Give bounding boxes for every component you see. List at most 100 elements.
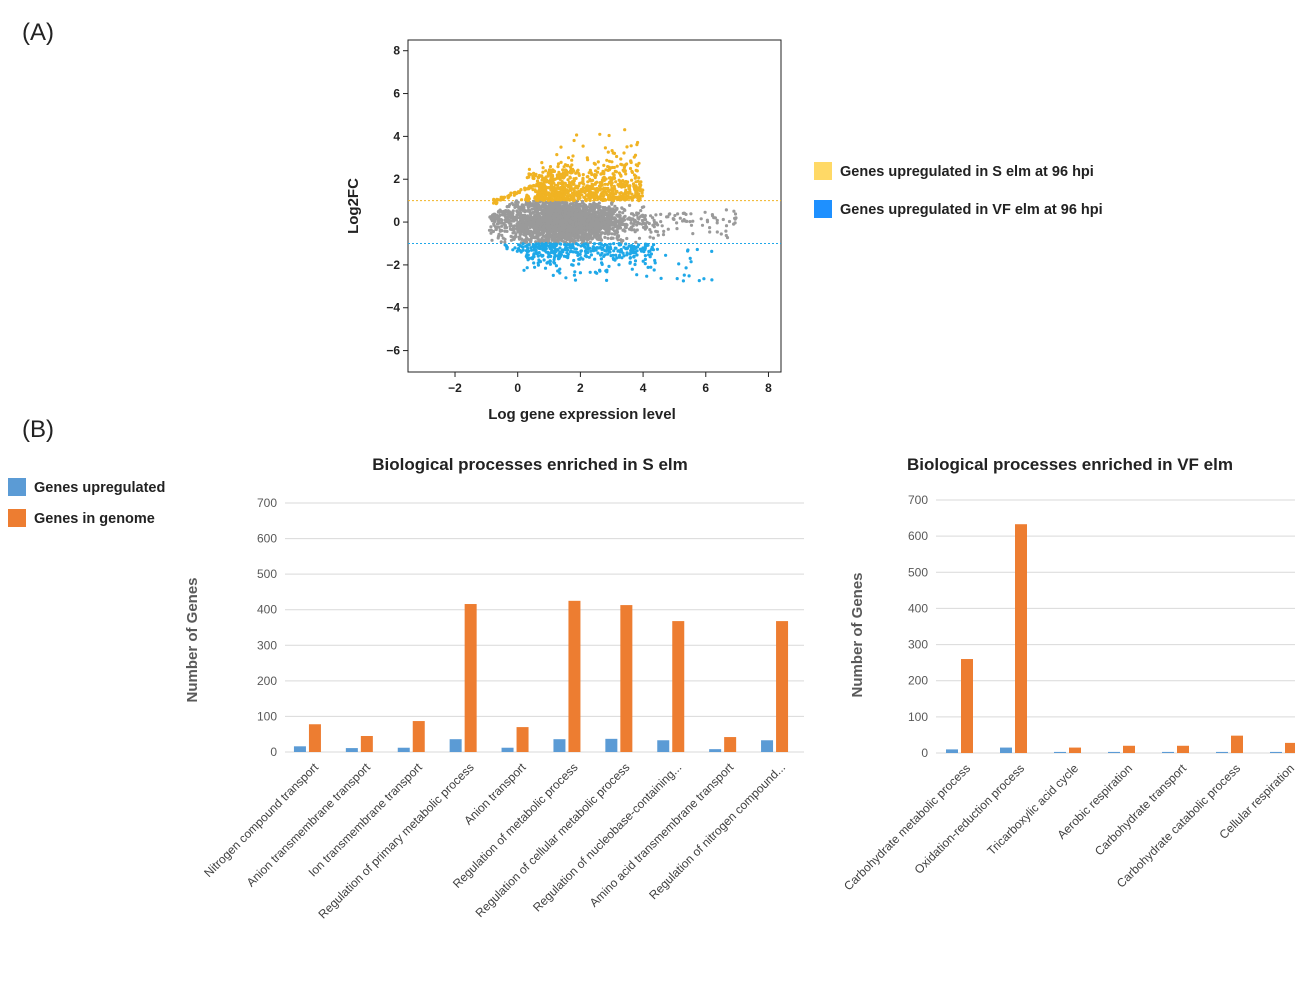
ma-point-down — [533, 265, 537, 269]
ma-point-down — [541, 242, 545, 246]
ma-point-down — [557, 255, 562, 259]
ma-point-down — [597, 246, 601, 250]
ma-point-down — [650, 245, 654, 249]
ma-point-neutral — [550, 225, 554, 229]
ma-point-neutral — [500, 229, 504, 233]
ma-point-down — [635, 273, 639, 277]
ma-point-down — [535, 245, 539, 249]
ma-point-up — [556, 196, 560, 200]
ma-point-neutral — [620, 206, 624, 210]
ma-point-neutral — [585, 211, 589, 215]
ma-point-neutral — [616, 214, 620, 218]
ma-point-neutral — [546, 233, 550, 237]
ma-point-neutral — [733, 212, 738, 216]
ma-point-down — [578, 252, 582, 256]
ma-point-down — [643, 262, 647, 266]
ma-point-neutral — [489, 225, 493, 229]
ma-point-neutral — [519, 216, 523, 220]
ma-point-down — [571, 246, 575, 250]
ma-point-neutral — [503, 240, 507, 244]
ma-point-up — [545, 196, 549, 200]
ma-point-neutral — [558, 215, 562, 219]
ma-point-neutral — [505, 226, 509, 230]
bar-genome — [1285, 742, 1295, 753]
ma-point-neutral — [715, 218, 719, 222]
ma-point-neutral — [550, 206, 554, 211]
ma-point-down — [576, 253, 580, 257]
ma-y-tick-label: −6 — [386, 344, 400, 358]
ma-point-neutral — [504, 209, 508, 213]
ma-y-tick-label: 4 — [393, 129, 400, 143]
ma-point-down — [548, 242, 552, 246]
bar-genome — [1231, 735, 1243, 753]
ma-point-neutral — [655, 230, 660, 234]
ma-point-neutral — [565, 229, 569, 233]
ma-point-up — [623, 169, 627, 173]
ma-point-neutral — [618, 210, 622, 214]
ma-point-up — [543, 195, 547, 199]
ma-point-down — [628, 256, 632, 260]
ma-point-up — [506, 194, 511, 198]
ma-point-neutral — [637, 217, 641, 221]
ma-point-down — [584, 247, 588, 251]
ma-point-up — [548, 194, 552, 198]
ma-point-neutral — [524, 218, 528, 222]
ma-point-down — [572, 258, 576, 263]
ma-point-neutral — [557, 233, 561, 237]
y-tick-label: 600 — [257, 532, 277, 546]
ma-point-neutral — [602, 225, 606, 229]
ma-point-up — [599, 193, 604, 197]
ma-point-neutral — [557, 227, 561, 231]
ma-point-up — [619, 194, 623, 198]
ma-point-up — [556, 165, 560, 169]
ma-point-neutral — [548, 218, 552, 222]
ma-point-neutral — [507, 204, 511, 209]
ma-point-down — [655, 247, 660, 251]
ma-point-neutral — [605, 226, 609, 230]
ma-point-down — [579, 249, 584, 253]
ma-legend-swatch-down — [814, 200, 832, 218]
ma-point-neutral — [531, 235, 535, 239]
ma-point-neutral — [615, 207, 619, 211]
ma-point-neutral — [532, 199, 536, 203]
s-elm-gridlines: 0 100 200 300 400 500 600 700 — [257, 496, 804, 759]
ma-y-tick-label: 8 — [393, 44, 400, 58]
ma-point-neutral — [510, 227, 514, 232]
bar-upregulated — [605, 738, 618, 752]
ma-point-neutral — [527, 218, 531, 222]
ma-point-neutral — [516, 200, 520, 204]
ma-point-up — [625, 181, 629, 185]
ma-point-up — [602, 170, 606, 174]
ma-point-neutral — [515, 209, 519, 213]
ma-point-neutral — [596, 237, 601, 242]
ma-point-up — [588, 198, 592, 202]
vf-elm-y-axis-label: Number of Genes — [849, 572, 866, 697]
ma-point-neutral — [611, 210, 616, 214]
ma-point-neutral — [554, 231, 558, 235]
ma-point-neutral — [724, 208, 729, 212]
ma-point-up — [581, 173, 585, 177]
bar-genome — [961, 659, 973, 753]
ma-point-up — [625, 162, 629, 166]
ma-point-neutral — [647, 221, 651, 226]
ma-point-down — [600, 262, 604, 266]
ma-point-up — [531, 188, 535, 192]
ma-y-tick-label: 6 — [393, 87, 400, 101]
ma-point-down — [608, 242, 612, 246]
ma-point-neutral — [583, 204, 588, 208]
ma-point-neutral — [582, 222, 586, 226]
ma-point-neutral — [672, 217, 676, 221]
ma-point-neutral — [537, 227, 541, 231]
ma-point-up — [605, 158, 609, 162]
ma-point-down — [548, 262, 553, 266]
ma-x-tick-label: −2 — [448, 381, 462, 395]
ma-point-neutral — [492, 216, 496, 220]
y-tick-label: 400 — [257, 603, 277, 617]
ma-point-neutral — [574, 201, 578, 206]
ma-point-down — [619, 249, 624, 253]
ma-point-neutral — [526, 209, 530, 213]
ma-point-neutral — [724, 224, 729, 228]
ma-point-down — [643, 254, 648, 258]
ma-point-up — [556, 183, 560, 187]
ma-point-up — [575, 190, 579, 194]
